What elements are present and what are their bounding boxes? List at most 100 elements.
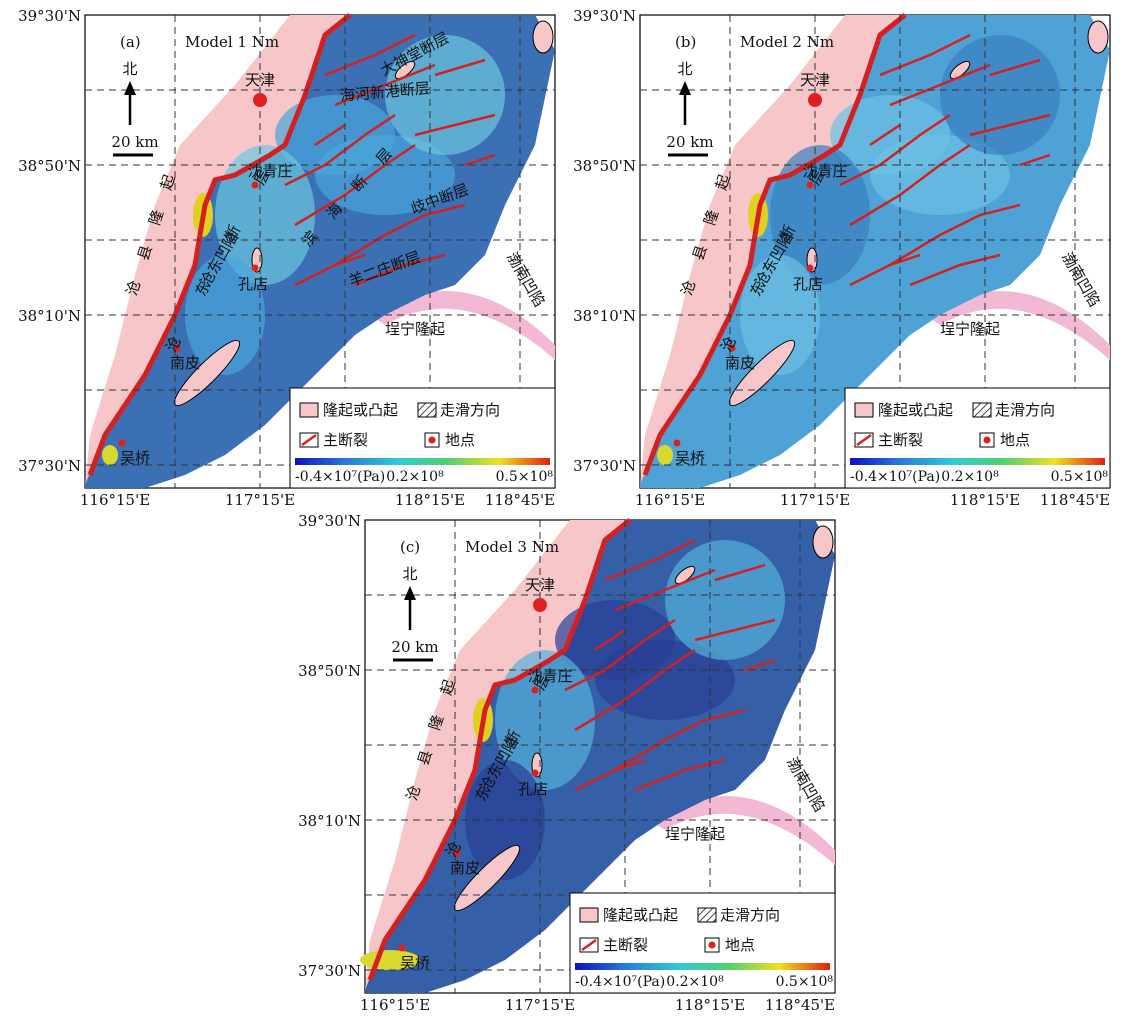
lon-label: 118°15'E [950, 491, 1020, 509]
map-panel: 39°30'N 38°50'N 38°10'N 37°30'N 116°15'E 117°… [18, 7, 555, 509]
colorbar [575, 963, 830, 970]
panel-label: (b) [675, 33, 696, 51]
site-dot [533, 598, 547, 612]
panel-label: (a) [120, 33, 141, 51]
lon-label: 118°15'E [675, 996, 745, 1014]
legend-swatch [418, 403, 436, 417]
site-dot [674, 440, 681, 447]
unit-label: 埕宁隆起 [385, 320, 445, 338]
legend-text: 走滑方向 [440, 401, 500, 419]
site-dot [119, 440, 126, 447]
island [533, 21, 553, 53]
lon-label: 118°15'E [395, 491, 465, 509]
island [1088, 21, 1108, 53]
colorbar [295, 458, 550, 465]
lat-label: 37°30'N [298, 962, 361, 980]
lat-label: 38°50'N [18, 157, 81, 175]
place-label: 天津 [245, 71, 275, 89]
lat-label: 39°30'N [18, 7, 81, 25]
lon-label: 117°15'E [225, 491, 295, 509]
legend-text: 走滑方向 [995, 401, 1055, 419]
lat-label: 38°50'N [298, 662, 361, 680]
scale-label: 20 km [111, 133, 158, 151]
north-label: 北 [122, 60, 137, 78]
place-label: 吴桥 [120, 449, 150, 467]
stress-high [102, 445, 118, 465]
figure: 39°30'N 38°50'N 38°10'N 37°30'N 116°15'E 117°… [0, 0, 1141, 1019]
legend-text: 走滑方向 [720, 906, 780, 924]
lon-label: 116°15'E [635, 491, 705, 509]
unit-label: 埕宁隆起 [665, 825, 725, 843]
model-label: Model 1 Nm [185, 33, 279, 51]
lat-label: 38°10'N [298, 812, 361, 830]
colorbar-label: -0.4×10⁷(Pa) [295, 469, 385, 485]
site-dot [532, 770, 539, 777]
lat-label: 39°30'N [298, 512, 361, 530]
site-dot [252, 265, 259, 272]
site-dot [808, 93, 822, 107]
scale-label: 20 km [391, 638, 438, 656]
legend-text: 主断裂 [878, 431, 923, 449]
place-label: 南皮 [170, 354, 200, 372]
legend-site [429, 437, 436, 444]
lon-label: 118°45'E [1040, 491, 1110, 509]
unit-label: 埕宁隆起 [940, 320, 1000, 338]
legend-swatch [300, 403, 318, 417]
north-label: 北 [677, 60, 692, 78]
place-label: 吴桥 [675, 449, 705, 467]
colorbar-label: 0.2×10⁸ [386, 469, 444, 485]
lon-label: 117°15'E [505, 996, 575, 1014]
colorbar-label: 0.2×10⁸ [666, 974, 724, 990]
place-label: 吴桥 [400, 954, 430, 972]
site-dot [399, 945, 406, 952]
colorbar-label: 0.5×10⁸ [1051, 469, 1109, 485]
place-label: 孔店 [518, 780, 548, 798]
site-dot [253, 93, 267, 107]
colorbar-label: -0.4×10⁷(Pa) [575, 974, 665, 990]
scale-label: 20 km [666, 133, 713, 151]
model-label: Model 3 Nm [465, 538, 559, 556]
legend-text: 隆起或凸起 [603, 906, 678, 924]
lat-label: 37°30'N [573, 457, 636, 475]
lat-label: 38°50'N [573, 157, 636, 175]
legend-swatch [973, 403, 991, 417]
legend-text: 主断裂 [323, 431, 368, 449]
island [813, 526, 833, 558]
model-label: Model 2 Nm [740, 33, 834, 51]
lon-label: 117°15'E [780, 491, 850, 509]
colorbar-label: 0.5×10⁸ [496, 469, 554, 485]
lat-label: 39°30'N [573, 7, 636, 25]
legend-swatch [855, 403, 873, 417]
panel-label: (c) [400, 538, 420, 556]
legend-swatch [698, 908, 716, 922]
legend-text: 地点 [445, 431, 475, 449]
map-panel: 39°30'N 38°50'N 38°10'N 37°30'N 116°15'E 117°… [298, 512, 835, 1014]
lon-label: 118°45'E [765, 996, 835, 1014]
north-label: 北 [402, 565, 417, 583]
place-label: 南皮 [725, 354, 755, 372]
legend-text: 地点 [725, 936, 755, 954]
colorbar-label: 0.2×10⁸ [941, 469, 999, 485]
lat-label: 38°10'N [18, 307, 81, 325]
legend-site [709, 942, 716, 949]
legend-text: 隆起或凸起 [323, 401, 398, 419]
place-label: 天津 [800, 71, 830, 89]
colorbar-label: 0.5×10⁸ [776, 974, 834, 990]
lat-label: 38°10'N [573, 307, 636, 325]
legend-swatch [580, 908, 598, 922]
place-label: 孔店 [238, 275, 268, 293]
colorbar [850, 458, 1105, 465]
lon-label: 116°15'E [80, 491, 150, 509]
place-label: 南皮 [450, 859, 480, 877]
place-label: 孔店 [793, 275, 823, 293]
lon-label: 116°15'E [360, 996, 430, 1014]
place-label: 天津 [525, 576, 555, 594]
stress-high [657, 445, 673, 465]
lon-label: 118°45'E [485, 491, 555, 509]
colorbar-label: -0.4×10⁷(Pa) [850, 469, 940, 485]
stress-patch [665, 540, 785, 660]
legend-text: 主断裂 [603, 936, 648, 954]
legend-site [984, 437, 991, 444]
legend-text: 隆起或凸起 [878, 401, 953, 419]
lat-label: 37°30'N [18, 457, 81, 475]
